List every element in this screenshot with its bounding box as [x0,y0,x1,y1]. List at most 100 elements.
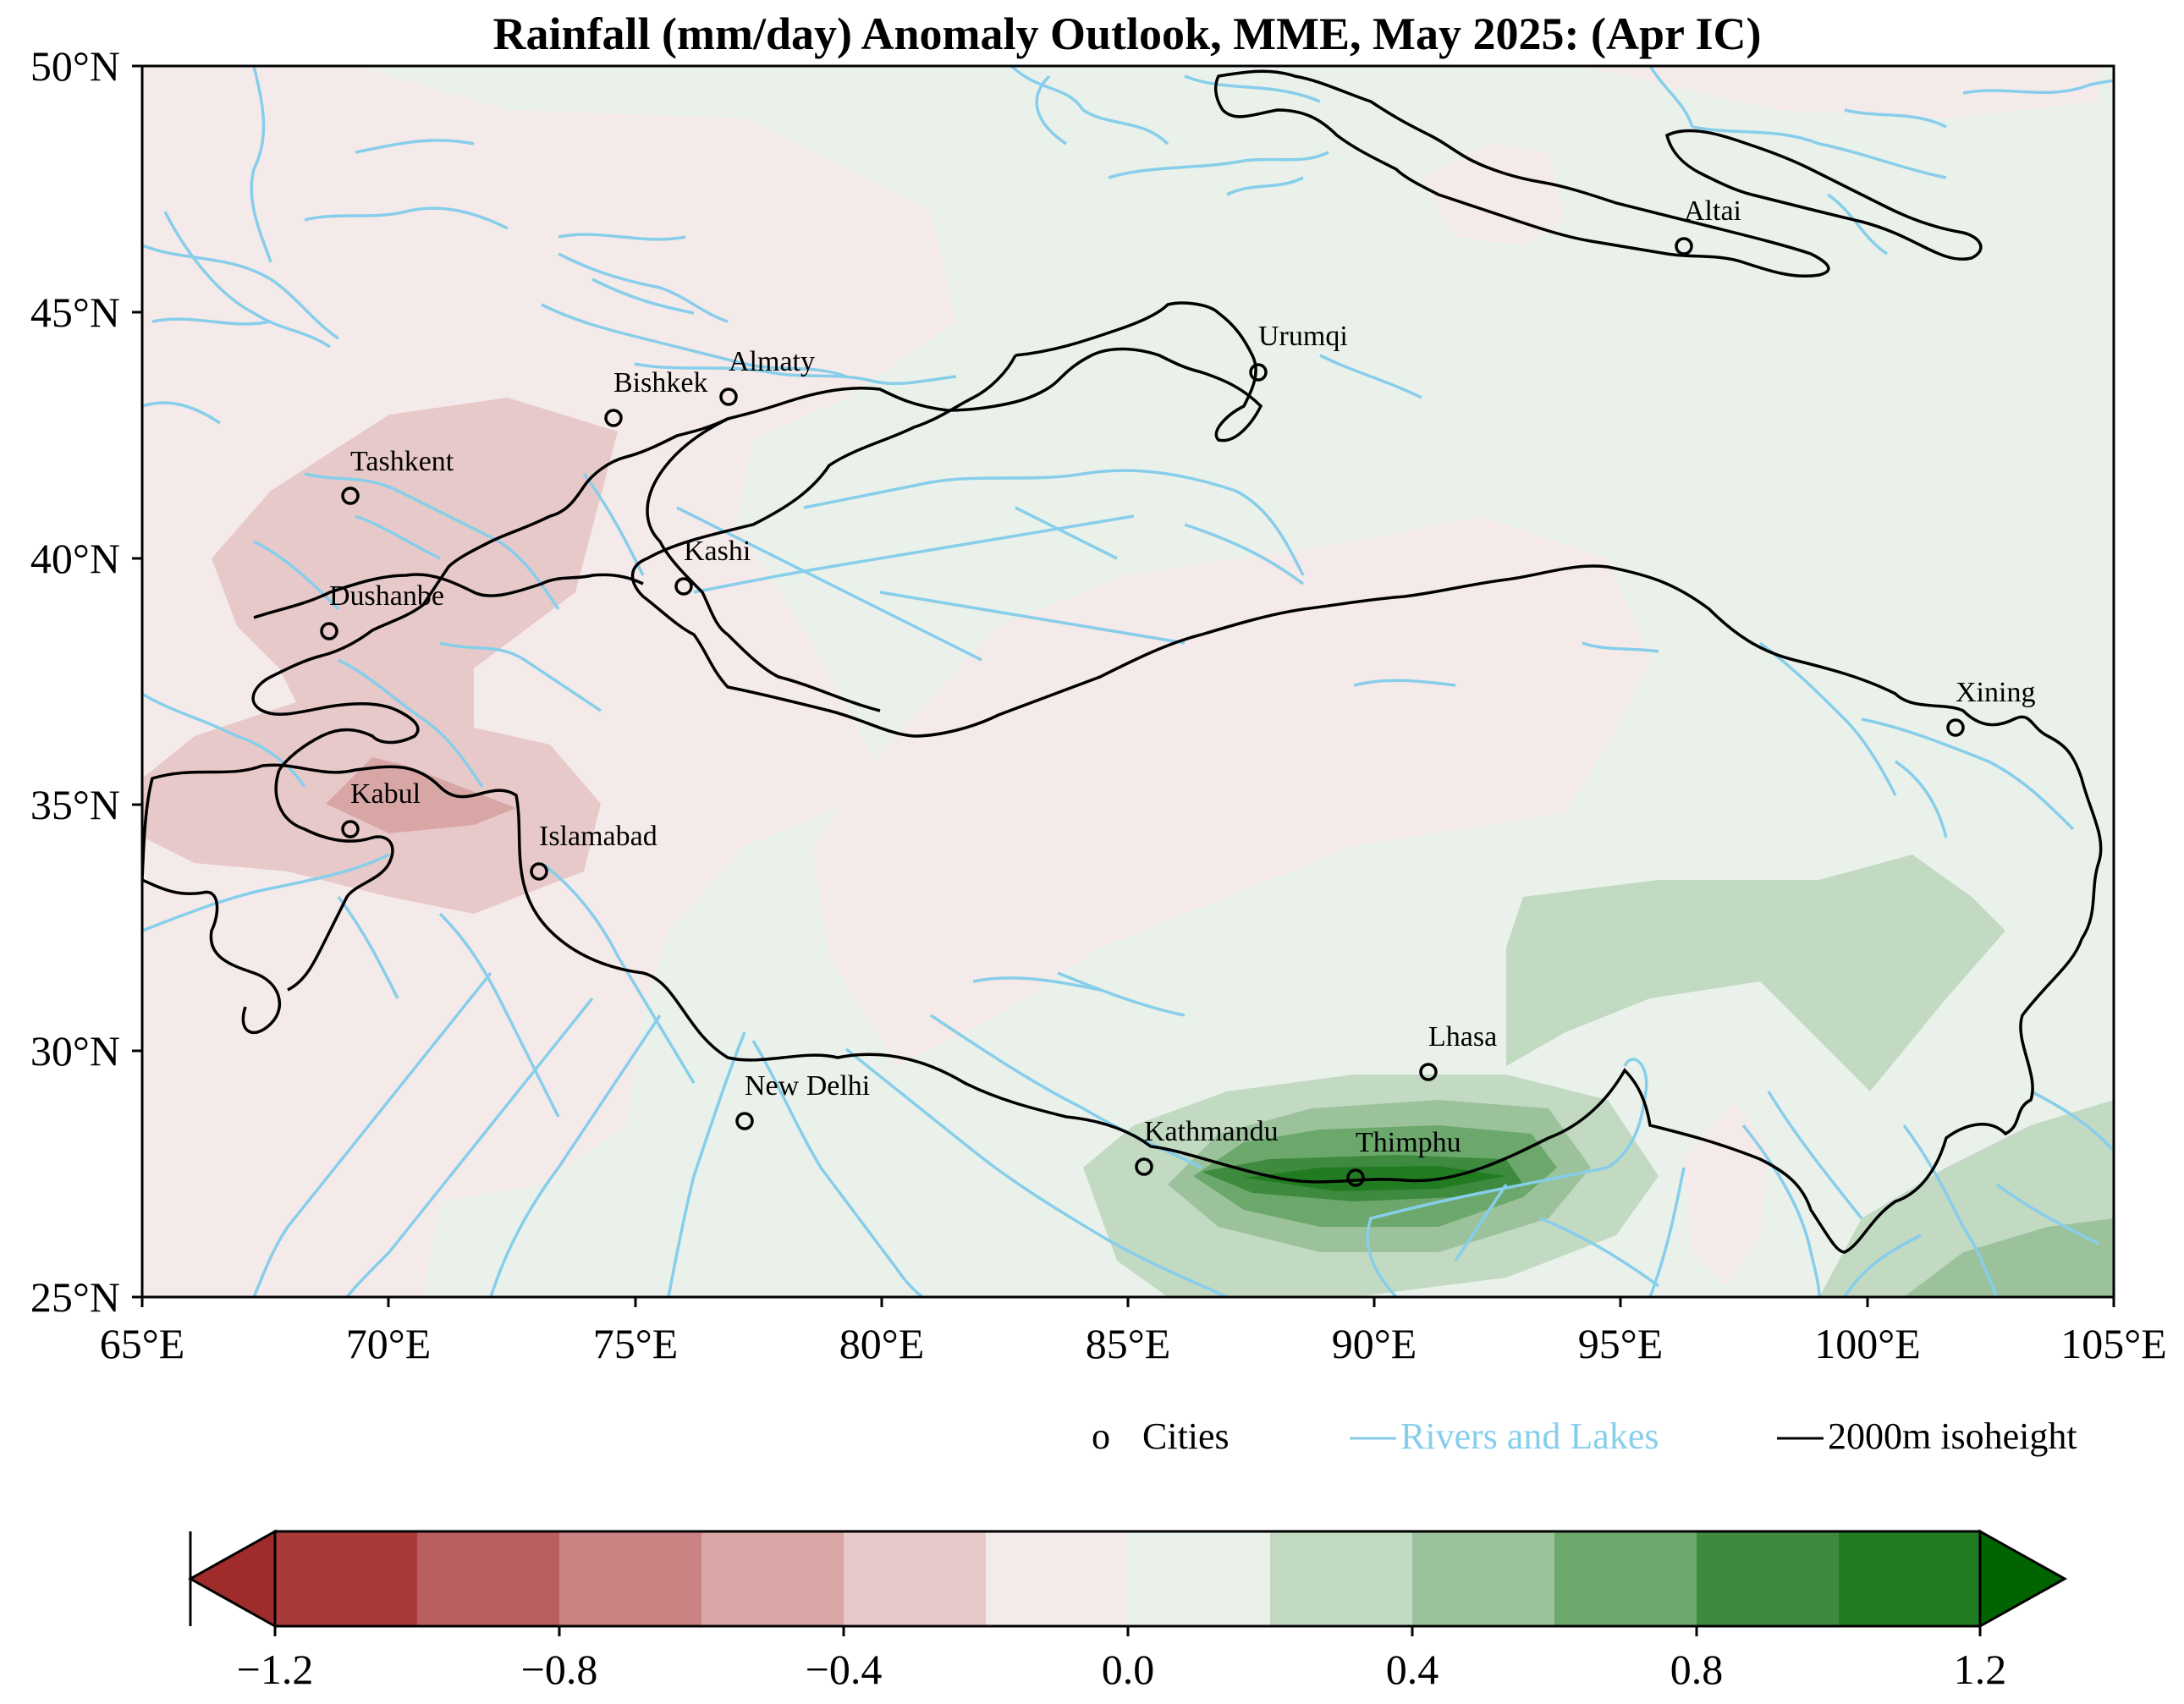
isoheight-fergana [253,573,644,619]
colorbar-segment [1412,1531,1554,1626]
city-marker-altai [1675,237,1693,256]
city-label-almaty: Almaty [729,346,815,377]
colorbar-low-arrow [187,1529,277,1629]
colorbar-tick-label: 0.8 [1670,1646,1724,1693]
city-label-dushanbe: Dushanbe [329,580,444,612]
colorbar-segment [1554,1531,1697,1626]
city-marker-islamabad [530,862,548,881]
x-tick-label: 70°E [346,1320,432,1367]
anomaly-central-asia-dry-core [142,398,618,914]
colorbar-tick-label: 0.4 [1386,1646,1439,1693]
isoheight-mongolia [1664,129,1983,261]
legend-cities-label: Cities [1142,1415,1230,1457]
colorbar-segment [701,1531,844,1626]
city-marker-kabul [341,820,360,838]
colorbar-labels: −1.2 −0.8 −0.4 0.0 0.4 0.8 1.2 [237,1646,2007,1693]
colorbar-tick-label: 0.0 [1102,1646,1155,1693]
y-tick-label: 35°N [30,781,120,828]
colorbar-segment [1839,1531,1980,1626]
colorbar-segment [844,1531,986,1626]
colorbar-ticks [273,1626,1982,1636]
city-label-kabul: Kabul [350,778,421,810]
city-marker-urumqi [1249,363,1268,382]
colorbar-segment [417,1531,559,1626]
axis-ticks [132,64,2115,1307]
city-marker-xining [1946,718,1965,737]
colorbar-segment [1128,1531,1270,1626]
x-tick-label: 75°E [593,1320,679,1367]
city-marker-thimphu [1346,1168,1365,1187]
colorbar-tick-label: −1.2 [237,1646,314,1693]
anomaly-kabul-dry-max [326,757,516,833]
city-label-altai: Altai [1684,195,1741,227]
city-label-kashi: Kashi [684,536,751,567]
city-marker-new-delhi [735,1112,754,1130]
city-markers [320,237,1965,1187]
anomaly-west-dry-region [142,66,956,1297]
isoheight-pamir-south [142,878,281,1034]
colorbar-segment [1270,1531,1412,1626]
colorbar-tick-label: −0.4 [806,1646,883,1693]
x-tick-label: 95°E [1578,1320,1664,1367]
colorbar-segment [986,1531,1128,1626]
y-tick-label: 25°N [30,1273,120,1321]
city-label-urumqi: Urumqi [1258,321,1348,352]
isoheight-tianshan-west [251,514,551,771]
rivers-and-lakes [142,66,2114,1297]
city-marker-kashi [674,577,693,596]
colorbar-segments [275,1531,1980,1626]
city-marker-lhasa [1419,1063,1438,1081]
city-label-xining: Xining [1956,677,2035,708]
city-marker-almaty [719,388,738,406]
city-label-islamabad: Islamabad [539,821,657,852]
city-label-thimphu: Thimphu [1356,1127,1461,1158]
y-tick-label: 50°N [30,42,120,90]
isoheight-tianshan [549,301,1263,518]
anomaly-east-tibet-wet-region [1506,855,2005,1091]
anomaly-southeast-wet-core [1904,1218,2114,1297]
isoheight-tibet-plateau [142,355,2103,1254]
isoheight-kashi-loop [646,417,729,636]
legend-rivers-label: Rivers and Lakes [1400,1415,1659,1457]
x-tick-label: 90°E [1332,1320,1417,1367]
legend-cities-marker: o [1092,1415,1110,1457]
x-tick-label: 65°E [100,1320,185,1367]
map-legend: o Cities Rivers and Lakes 2000m isoheigh… [1092,1415,2077,1457]
colorbar-tick-label: −0.8 [521,1646,598,1693]
isoheight-kunlun [726,633,881,712]
city-marker-dushanbe [320,622,338,640]
city-marker-bishkek [604,409,623,427]
x-tick-label: 100°E [1814,1320,1921,1367]
city-label-tashkent: Tashkent [350,446,454,477]
legend-isoheight-label: 2000m isoheight [1828,1415,2077,1457]
anomaly-north-dry-region-2 [1422,144,1565,245]
colorbar-high-arrow [1978,1529,2068,1629]
colorbar-tick-label: 1.2 [1954,1646,2007,1693]
city-label-new-delhi: New Delhi [745,1070,870,1102]
y-axis-labels: 25°N 30°N 35°N 40°N 45°N 50°N [30,42,120,1321]
x-tick-label: 80°E [839,1320,925,1367]
map-area: Altai Urumqi Almaty Bishkek Tashkent Kas… [142,66,2114,1297]
city-label-bishkek: Bishkek [613,367,707,399]
x-tick-label: 105°E [2060,1320,2167,1367]
y-tick-label: 45°N [30,289,120,336]
colorbar-segment [275,1531,417,1626]
isoheight-altai [1213,69,1830,278]
map-title: Rainfall (mm/day) Anomaly Outlook, MME, … [493,8,1762,59]
city-label-kathmandu: Kathmandu [1144,1116,1279,1147]
isoheight-hindukush [274,769,394,992]
city-label-lhasa: Lhasa [1428,1021,1497,1053]
colorbar: −1.2 −0.8 −0.4 0.0 0.4 0.8 1.2 [187,1529,2068,1693]
x-axis-labels: 65°E 70°E 75°E 80°E 85°E 90°E 95°E 100°E… [100,1320,2167,1367]
y-tick-label: 30°N [30,1027,120,1075]
x-tick-label: 85°E [1086,1320,1171,1367]
anomaly-north-dry-region [1582,66,2099,118]
isoheight-2000m [142,69,2103,1254]
city-labels: Altai Urumqi Almaty Bishkek Tashkent Kas… [329,195,2035,1158]
colorbar-segment [1697,1531,1839,1626]
city-marker-tashkent [341,486,360,505]
anomaly-east-dry-region [1684,1100,1769,1286]
anomaly-central-dry-region [812,516,1650,1066]
colorbar-segment [559,1531,701,1626]
